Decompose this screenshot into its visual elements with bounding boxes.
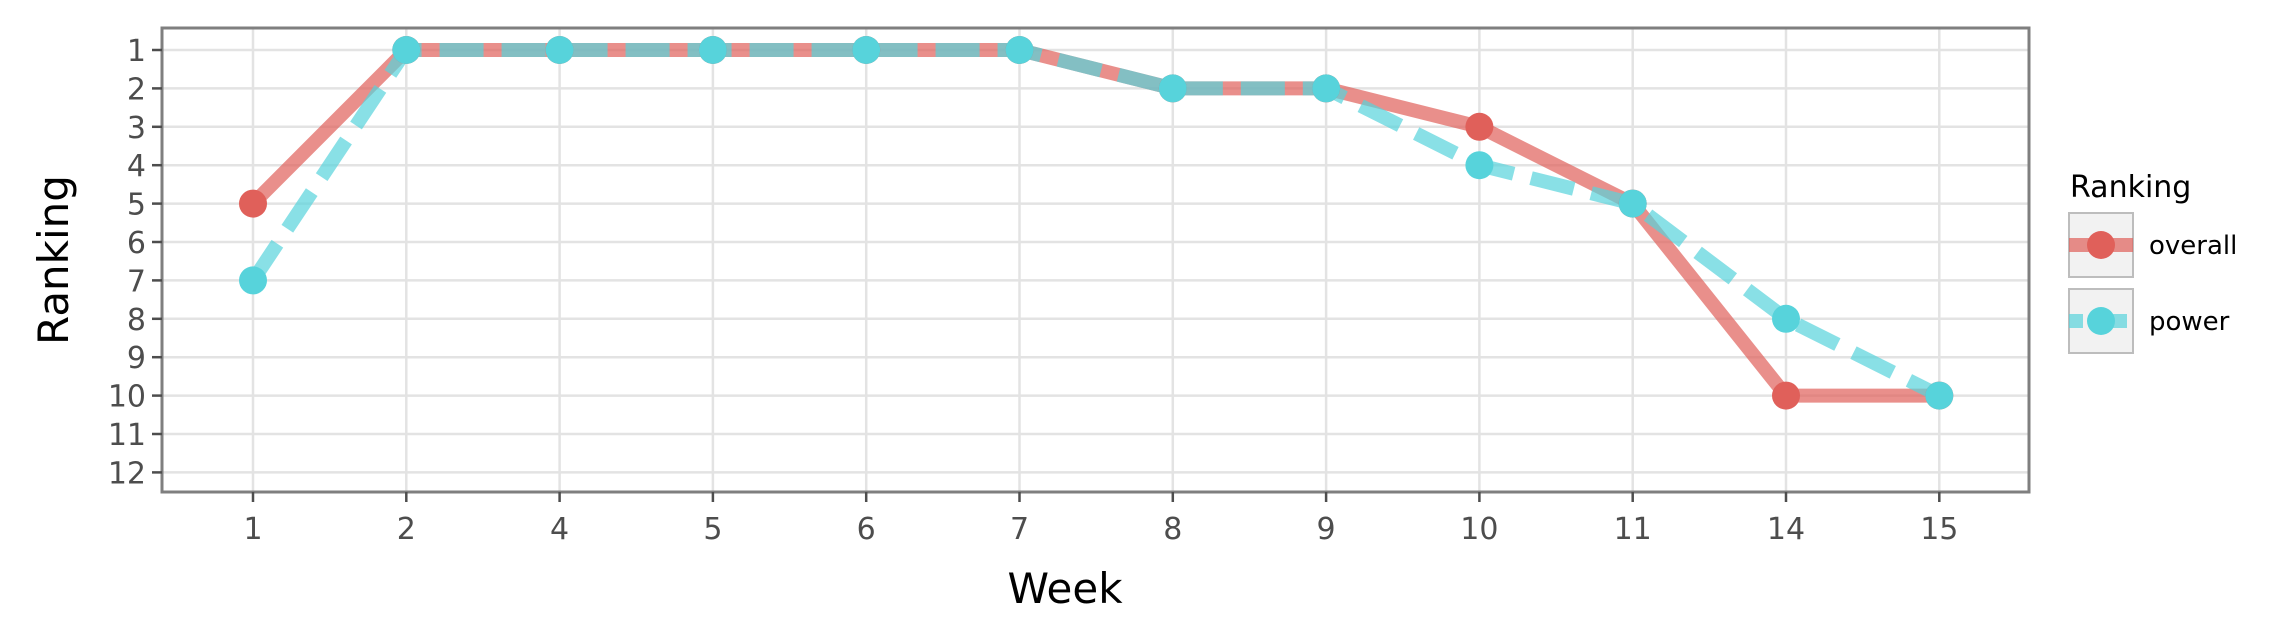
data-point-power-6 <box>852 36 881 64</box>
y-tick-label: 4 <box>127 149 146 184</box>
y-tick-label: 5 <box>127 188 146 223</box>
x-tick-label: 8 <box>1163 512 1182 547</box>
data-point-overall-1 <box>239 189 267 218</box>
data-point-power-10 <box>1465 151 1494 180</box>
y-tick-label: 9 <box>127 341 146 376</box>
y-tick-label: 1 <box>127 34 146 69</box>
series-points <box>239 36 1954 410</box>
x-tick-label: 9 <box>1317 512 1336 547</box>
data-point-power-2 <box>392 36 421 64</box>
y-axis-title: Ranking <box>29 175 78 345</box>
y-tick-label: 2 <box>127 72 146 107</box>
y-tick-label: 10 <box>108 380 146 415</box>
data-point-power-7 <box>1005 36 1034 64</box>
data-point-power-4 <box>545 36 574 64</box>
x-tick-label: 7 <box>1010 512 1029 547</box>
data-point-power-9 <box>1312 74 1341 103</box>
legend-title: Ranking <box>2070 170 2191 205</box>
x-tick-label: 2 <box>397 512 416 547</box>
x-tick-label: 10 <box>1460 512 1498 547</box>
x-tick-label: 14 <box>1767 512 1805 547</box>
x-tick-label: 5 <box>703 512 722 547</box>
data-point-overall-14 <box>1772 381 1800 410</box>
legend-label-overall: overall <box>2149 231 2237 261</box>
data-point-power-15 <box>1925 381 1954 410</box>
y-tick-label: 12 <box>108 456 146 491</box>
data-point-power-5 <box>698 36 727 64</box>
legend-key-point-power <box>2087 307 2115 335</box>
x-tick-label: 6 <box>857 512 876 547</box>
y-tick-label: 3 <box>127 111 146 146</box>
series-line-power <box>247 43 1943 402</box>
data-point-power-1 <box>239 266 267 295</box>
plot-panel-border <box>160 26 2031 494</box>
data-point-power-8 <box>1158 74 1187 103</box>
y-tick-label: 8 <box>127 303 146 338</box>
y-tick-label: 7 <box>127 264 146 299</box>
x-tick-label: 11 <box>1614 512 1652 547</box>
legend-key-point-overall <box>2087 231 2115 259</box>
x-axis-title: Week <box>1007 564 1123 613</box>
legend: Ranking overall power <box>2068 170 2237 354</box>
x-tick-label: 15 <box>1920 512 1958 547</box>
y-tick-label: 11 <box>108 418 146 453</box>
x-axis: 1 2 4 5 6 7 8 9 10 11 14 15 <box>243 492 1958 547</box>
data-point-power-14 <box>1772 304 1800 333</box>
data-point-power-11 <box>1618 189 1647 218</box>
data-point-overall-10 <box>1465 112 1494 141</box>
y-tick-label: 6 <box>127 226 146 261</box>
x-tick-label: 4 <box>550 512 569 547</box>
x-tick-label: 1 <box>243 512 262 547</box>
series-lines <box>247 43 1943 403</box>
legend-label-power: power <box>2149 307 2230 337</box>
